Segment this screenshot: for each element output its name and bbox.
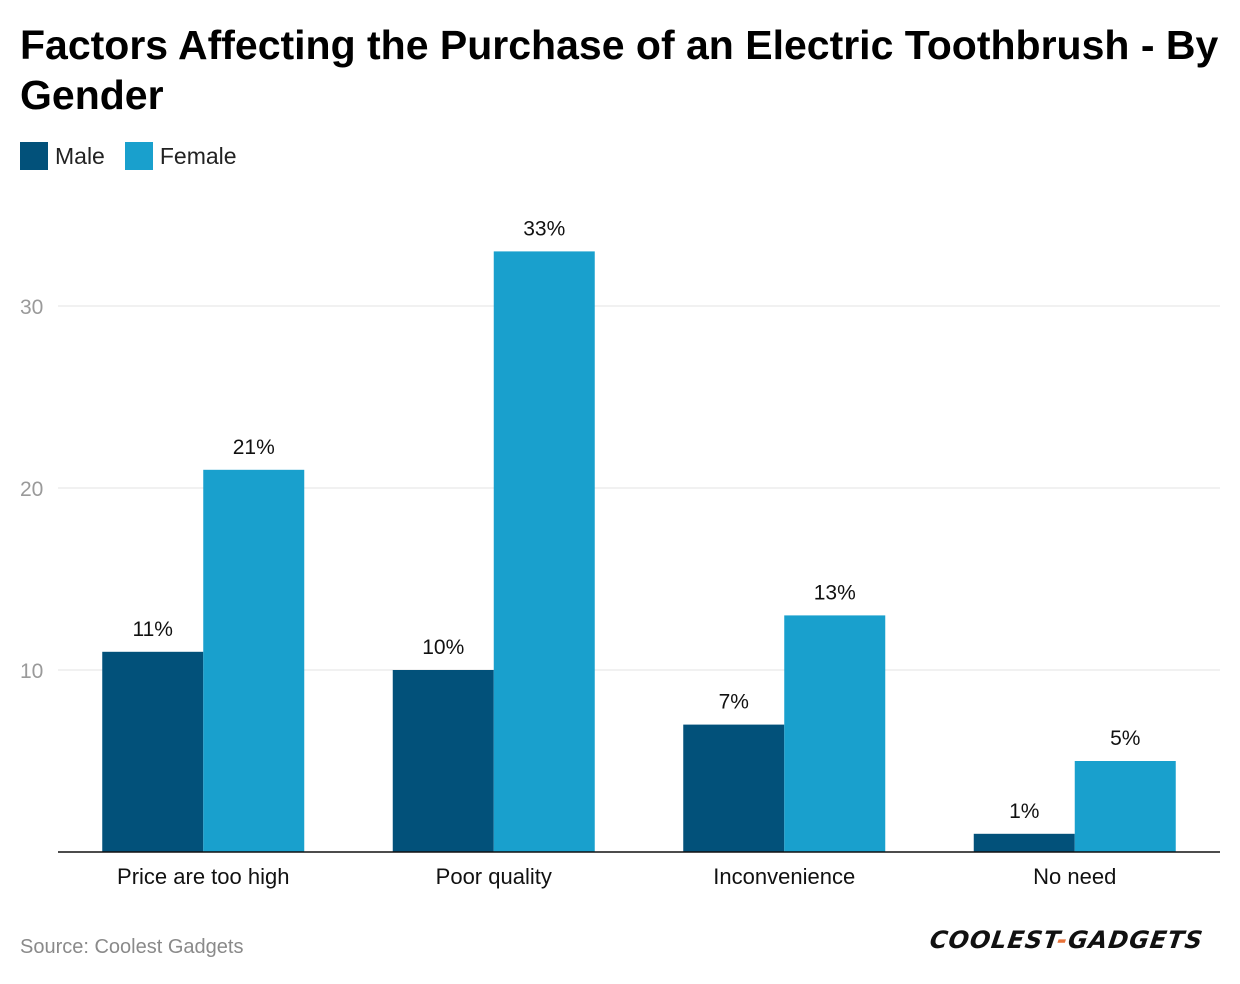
x-tick-label-1: Price are too high [117,864,289,889]
data-label-female-4: 5% [1110,727,1140,750]
data-label-female-3: 13% [814,581,856,604]
data-label-male-4: 1% [1009,800,1039,823]
coolest-gadgets-logo: COOLEST-GADGETS [928,926,1205,954]
legend-label-male: Male [55,142,105,169]
y-tick-label-10: 10 [20,660,43,683]
bar-female-3 [784,615,886,852]
chart-title: Factors Affecting the Purchase of an Ele… [20,22,1219,118]
x-tick-label-3: Inconvenience [713,864,855,889]
data-label-male-1: 11% [133,618,173,641]
bar-male-2 [392,670,494,852]
y-tick-label-30: 30 [20,296,43,319]
x-tick-label-4: No need [1033,864,1116,889]
x-tick-label-2: Poor quality [436,864,552,889]
legend-item-male: Male [20,142,105,170]
bar-female-4 [1074,761,1176,852]
logo-left: COOLEST [928,926,1060,954]
data-label-female-1: 21% [233,436,275,459]
legend: Male Female [20,142,257,170]
bar-female-1 [203,469,305,852]
legend-item-female: Female [124,142,237,170]
bar-male-1 [102,651,204,852]
data-label-female-2: 33% [523,217,565,240]
bar-male-3 [683,724,785,852]
data-label-male-3: 7% [719,691,749,714]
legend-swatch-male [20,142,48,170]
legend-swatch-female [124,142,153,170]
legend-label-female: Female [159,142,237,169]
data-label-male-2: 10% [422,636,464,659]
bar-male-4 [973,833,1075,852]
bar-female-2 [493,251,595,852]
y-tick-label-20: 20 [20,478,43,501]
source-note: Source: Coolest Gadgets [20,936,244,958]
logo-right: GADGETS [1066,926,1206,954]
